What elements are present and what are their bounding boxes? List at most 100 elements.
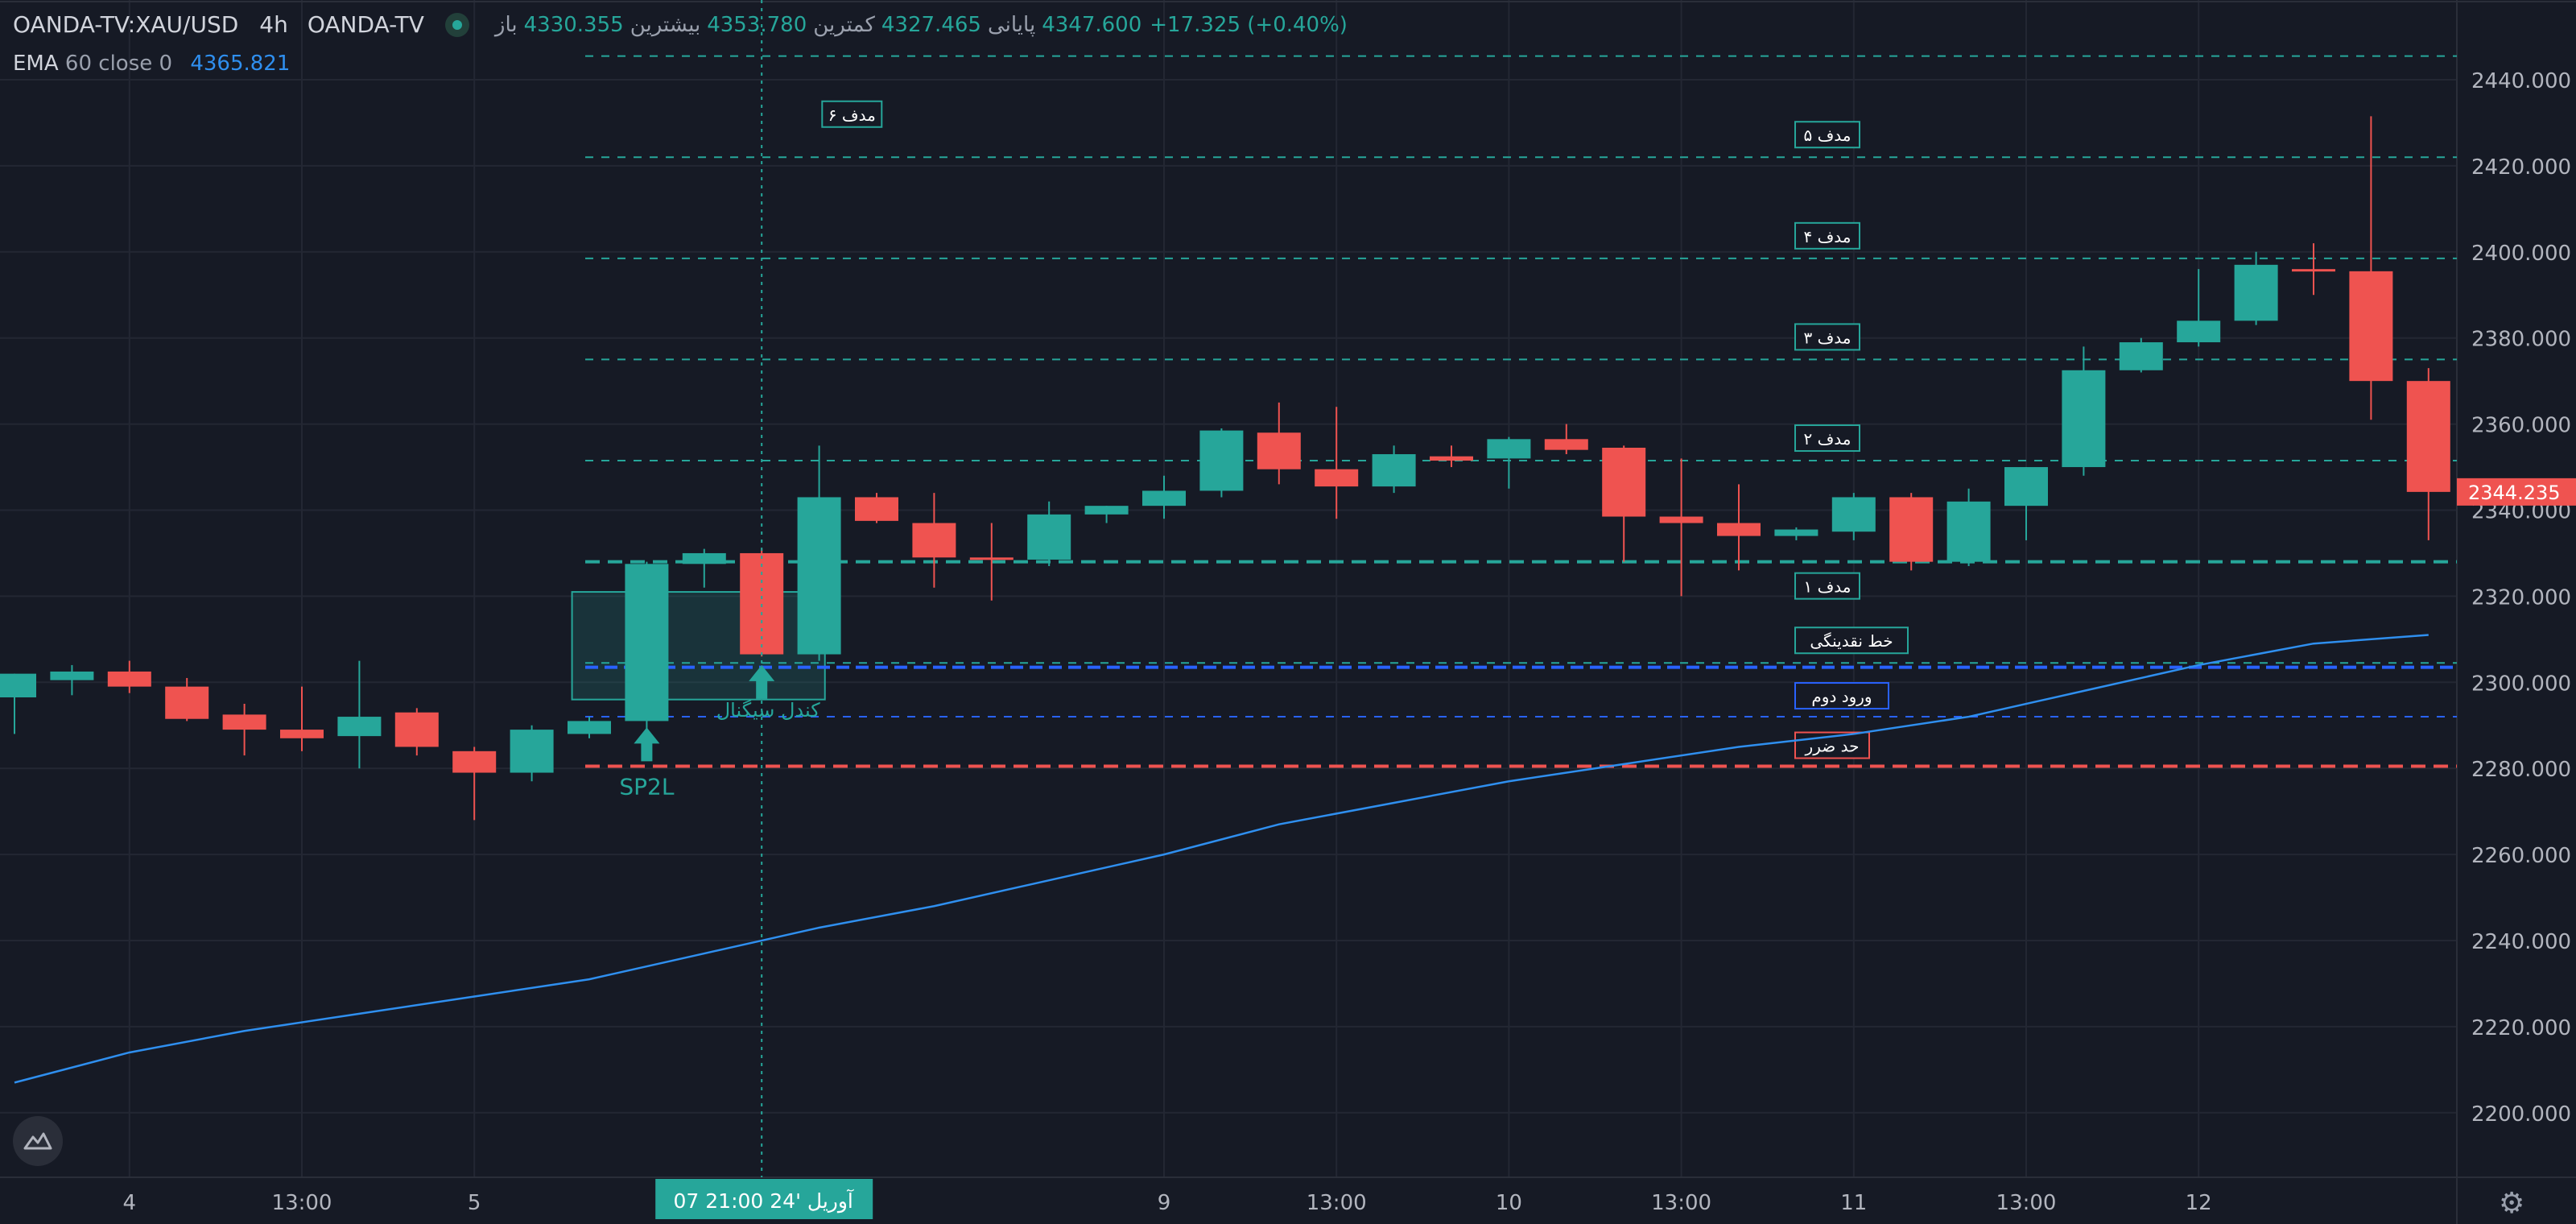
open-label: باز	[494, 12, 518, 37]
indicator-legend[interactable]: EMA 60 close 0 4365.821	[13, 52, 290, 76]
candle-body	[2349, 271, 2393, 382]
candle[interactable]	[1257, 402, 1301, 485]
candle-body	[510, 730, 554, 773]
sp2l-label: SP2L	[619, 773, 674, 800]
candle-body	[1372, 454, 1416, 487]
ema-polyline	[14, 634, 2429, 1084]
low-label: کمترین	[813, 12, 875, 37]
candle[interactable]	[0, 673, 36, 734]
candle-body	[1889, 497, 1934, 562]
price-tick-label: 2320.000	[2471, 585, 2571, 610]
close-value: 4347.600	[1042, 12, 1142, 37]
price-axis: 2440.000 2420.000 2400.000 2380.000 2360.000…	[2457, 69, 2576, 1127]
candle[interactable]	[1084, 506, 1129, 523]
candle[interactable]	[394, 708, 439, 756]
candle-body	[0, 673, 36, 698]
candle[interactable]	[1372, 445, 1416, 494]
candle-body	[1774, 529, 1818, 536]
candle-body	[165, 686, 209, 719]
time-tick-label: 9	[1158, 1191, 1171, 1215]
candles	[0, 116, 2450, 821]
candle[interactable]	[452, 746, 497, 821]
timeframe[interactable]: 4h	[259, 11, 288, 38]
candle[interactable]	[1142, 475, 1186, 519]
candle[interactable]	[1199, 428, 1244, 498]
level-label-box	[1794, 626, 1909, 655]
candle[interactable]	[1430, 445, 1473, 468]
candle[interactable]	[2406, 368, 2450, 540]
candle-body	[452, 751, 497, 773]
candle-body	[2177, 320, 2221, 343]
candle[interactable]	[1774, 527, 1818, 540]
candle[interactable]	[912, 493, 956, 588]
candle[interactable]	[855, 493, 898, 523]
signal-zone	[571, 591, 826, 701]
candle[interactable]	[165, 677, 209, 722]
candle-body	[1602, 447, 1646, 517]
candle[interactable]	[1315, 407, 1359, 519]
price-tick-label: 2380.000	[2471, 328, 2571, 352]
candle-body	[1487, 439, 1531, 459]
candle[interactable]	[222, 704, 266, 756]
candle[interactable]	[1831, 493, 1876, 540]
candle[interactable]	[2119, 337, 2163, 373]
ema-line	[14, 634, 2429, 1084]
time-tick-label: 13:00	[1307, 1191, 1367, 1215]
target-6-box	[821, 100, 883, 128]
indicator-value: 4365.821	[190, 52, 291, 76]
candle-body	[1027, 514, 1071, 560]
candle[interactable]	[107, 660, 151, 693]
candle[interactable]	[969, 523, 1013, 601]
candle[interactable]	[625, 561, 669, 734]
candle-body	[1717, 523, 1761, 536]
candle[interactable]	[2234, 251, 2278, 325]
candle[interactable]	[50, 664, 94, 696]
candle[interactable]	[1889, 493, 1934, 571]
candle[interactable]	[1027, 501, 1071, 566]
settings-gear-icon[interactable]: ⚙	[2499, 1187, 2525, 1220]
candle[interactable]	[2004, 467, 2048, 540]
tradingview-logo-icon[interactable]	[13, 1116, 63, 1166]
candle-body	[855, 497, 898, 521]
candle-body	[912, 523, 956, 558]
candle[interactable]	[1602, 445, 1646, 562]
candle[interactable]	[1487, 436, 1531, 489]
time-axis: 4 13:00 5 9 13:00 10 13:00 11 13:00 12 07 آوریل '2…	[123, 1179, 2212, 1219]
high-value: 4353.780	[707, 12, 807, 37]
candle[interactable]	[2177, 269, 2221, 347]
level-label: مدف ۲	[1803, 429, 1851, 449]
candle[interactable]	[2349, 116, 2393, 420]
candle[interactable]	[797, 445, 841, 661]
symbol-legend: OANDA-TV:XAU/USD 4h OANDA-TV باز 4330.35…	[13, 11, 1348, 38]
target-6-label: مدف ۶	[828, 105, 876, 125]
level-label-box	[1794, 221, 1860, 250]
candle[interactable]	[1659, 458, 1703, 597]
candle-body	[2234, 264, 2278, 321]
price-tick-label: 2220.000	[2471, 1016, 2571, 1040]
time-tick-label: 5	[468, 1191, 481, 1215]
level-label-box	[1794, 424, 1860, 453]
candle[interactable]	[682, 548, 726, 588]
candle[interactable]	[1544, 424, 1588, 455]
time-tick-label: 12	[2186, 1191, 2212, 1215]
candle-body	[1659, 516, 1703, 523]
symbol-name[interactable]: OANDA-TV:XAU/USD	[13, 11, 239, 38]
level-label: خط نقدینگی	[1810, 631, 1893, 651]
candle[interactable]	[337, 660, 382, 769]
candle[interactable]	[280, 686, 324, 751]
candle[interactable]	[2292, 243, 2335, 296]
candle[interactable]	[568, 717, 611, 738]
time-tick-label: 11	[1840, 1191, 1867, 1215]
candle[interactable]	[1946, 488, 1991, 566]
time-tick-label: 13:00	[272, 1191, 332, 1215]
candle-body	[1315, 469, 1359, 487]
close-label: پایانی	[987, 12, 1036, 37]
candle-body	[1831, 497, 1876, 532]
candle-body	[1084, 506, 1129, 515]
candle[interactable]	[510, 725, 554, 782]
candle[interactable]	[2062, 346, 2106, 476]
candle-body	[568, 721, 611, 734]
candle[interactable]	[1717, 484, 1761, 571]
